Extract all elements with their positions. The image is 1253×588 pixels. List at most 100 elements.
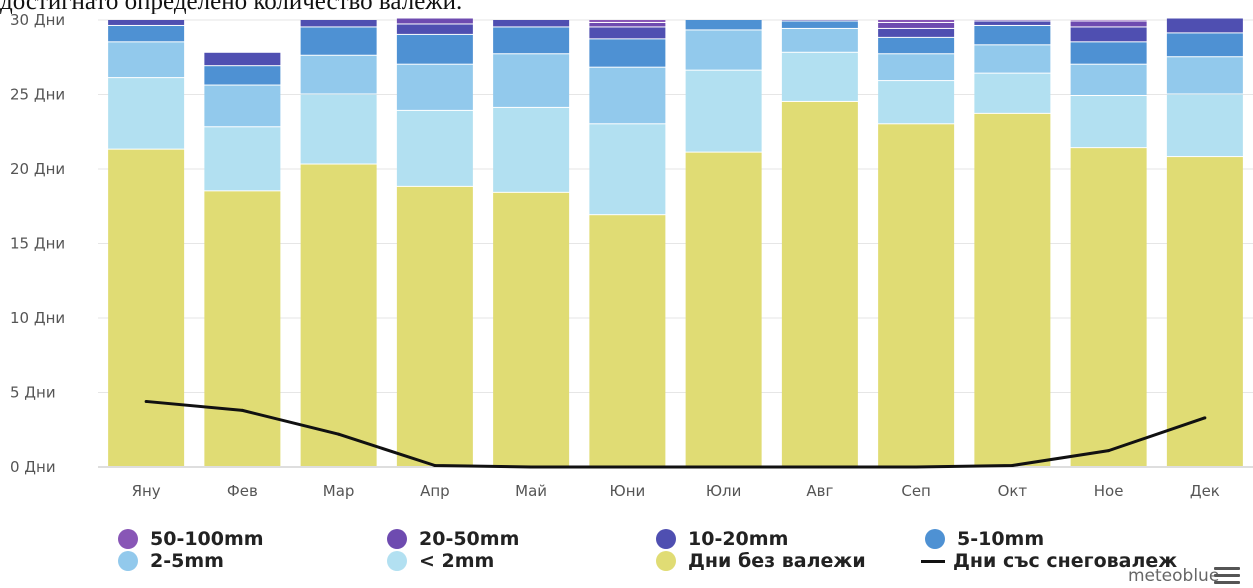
snow-days-point[interactable] (914, 465, 918, 469)
bar-segment[interactable] (108, 25, 185, 42)
bar-segment[interactable] (781, 52, 858, 101)
bar-segment[interactable] (589, 67, 666, 124)
bar-segment[interactable] (204, 66, 281, 85)
bar-segment[interactable] (1166, 157, 1243, 466)
snow-days-point[interactable] (337, 432, 341, 436)
bar-segment[interactable] (589, 22, 666, 27)
bar-segment[interactable] (974, 21, 1051, 25)
bar-segment[interactable] (878, 81, 955, 124)
bar-segment[interactable] (1070, 21, 1147, 27)
legend-label: < 2mm (419, 550, 495, 572)
bar-segment[interactable] (204, 85, 281, 127)
y-tick-label: 30 Дни (10, 11, 65, 29)
bar-segment[interactable] (1070, 27, 1147, 42)
bar-segment[interactable] (204, 127, 281, 191)
bar-segment[interactable] (878, 22, 955, 28)
bar-segment[interactable] (589, 27, 666, 39)
legend-item-50-100mm[interactable]: 50-100mm (118, 527, 264, 551)
legend-item-no-precipitation[interactable]: Дни без валежи (656, 549, 866, 573)
bar-segment[interactable] (589, 39, 666, 67)
bar-segment[interactable] (396, 186, 473, 466)
precipitation-days-chart: 0 Дни 5 Дни 10 Дни 15 Дни 20 Дни 25 Дни 30 Дни… (10, 11, 1253, 500)
bar-segment[interactable] (974, 113, 1051, 467)
bar-segment[interactable] (108, 149, 185, 466)
bar-segment[interactable] (878, 124, 955, 467)
bar-segment[interactable] (493, 20, 570, 27)
bar-segment[interactable] (300, 94, 377, 164)
bar-segment[interactable] (589, 215, 666, 466)
bar-segment[interactable] (878, 37, 955, 54)
bar-segment[interactable] (878, 20, 955, 22)
bar-segment[interactable] (1070, 42, 1147, 64)
bar-segment[interactable] (108, 78, 185, 149)
bar-segment[interactable] (974, 45, 1051, 73)
bar-segment[interactable] (1070, 95, 1147, 148)
bar-segment[interactable] (300, 27, 377, 55)
bar-segment[interactable] (781, 21, 858, 28)
bar-segment[interactable] (493, 107, 570, 192)
legend-item-under-2mm[interactable]: < 2mm (387, 549, 494, 573)
bar-segment[interactable] (589, 124, 666, 215)
bar-segment[interactable] (1166, 33, 1243, 57)
legend-label: 2-5mm (150, 550, 224, 572)
bar-segment[interactable] (878, 54, 955, 81)
snow-days-point[interactable] (144, 399, 148, 403)
x-tick-label: Ное (1094, 482, 1124, 500)
legend-dot-5-10mm-icon (925, 529, 945, 549)
bar-segment[interactable] (396, 64, 473, 110)
bar-segment[interactable] (493, 192, 570, 466)
bar-segment[interactable] (300, 20, 377, 27)
snow-days-point[interactable] (529, 465, 533, 469)
legend-item-snow-days[interactable]: Дни със снеговалеж (921, 549, 1177, 573)
legend-item-10-20mm[interactable]: 10-20mm (656, 527, 788, 551)
bar-segment[interactable] (685, 152, 762, 467)
snow-days-point[interactable] (1203, 416, 1207, 420)
snow-days-point[interactable] (722, 465, 726, 469)
snow-days-point[interactable] (1010, 464, 1014, 468)
header-text: достигнато определено количество валежи. (0, 0, 463, 14)
bar-segment[interactable] (396, 110, 473, 186)
bar-segment[interactable] (108, 42, 185, 78)
bar-segment[interactable] (493, 27, 570, 54)
bar-segment[interactable] (396, 34, 473, 64)
bar-segment[interactable] (396, 24, 473, 34)
bar-segment[interactable] (108, 20, 185, 25)
menu-icon[interactable] (1214, 567, 1240, 585)
snow-days-line (145, 399, 1206, 469)
legend-label: 5-10mm (957, 528, 1045, 550)
bar-segment[interactable] (204, 191, 281, 466)
bar-segment[interactable] (974, 73, 1051, 113)
bar-segment[interactable] (685, 20, 762, 30)
legend-item-2-5mm[interactable]: 2-5mm (118, 549, 224, 573)
bar-segment[interactable] (1166, 18, 1243, 33)
legend-label: 10-20mm (688, 528, 789, 550)
legend-item-5-10mm[interactable]: 5-10mm (925, 527, 1044, 551)
snow-days-point[interactable] (1107, 449, 1111, 453)
bar-segment[interactable] (1166, 57, 1243, 94)
snow-days-point[interactable] (433, 464, 437, 468)
snow-days-point[interactable] (625, 465, 629, 469)
bar-segment[interactable] (493, 54, 570, 107)
bar-segment[interactable] (589, 20, 666, 22)
bar-segment[interactable] (1070, 64, 1147, 95)
bar-segment[interactable] (685, 70, 762, 152)
bar-segment[interactable] (974, 25, 1051, 45)
bar-segment[interactable] (300, 55, 377, 94)
bar-segment[interactable] (204, 52, 281, 66)
legend-label: 20-50mm (419, 528, 520, 550)
x-tick-label: Яну (132, 482, 161, 500)
bar-segment[interactable] (396, 18, 473, 24)
bar-segment[interactable] (781, 28, 858, 52)
bar-segment[interactable] (300, 164, 377, 466)
bar-segment[interactable] (685, 30, 762, 70)
snow-days-point[interactable] (818, 465, 822, 469)
x-tick-label: Сеп (901, 482, 931, 500)
bar-segment[interactable] (1166, 94, 1243, 157)
snow-days-point[interactable] (240, 408, 244, 412)
legend-item-20-50mm[interactable]: 20-50mm (387, 527, 519, 551)
bar-segment[interactable] (878, 28, 955, 37)
x-tick-label: Май (515, 482, 547, 500)
bar-segment[interactable] (781, 101, 858, 466)
x-tick-label: Юли (706, 482, 742, 500)
bar-segment[interactable] (1070, 148, 1147, 466)
